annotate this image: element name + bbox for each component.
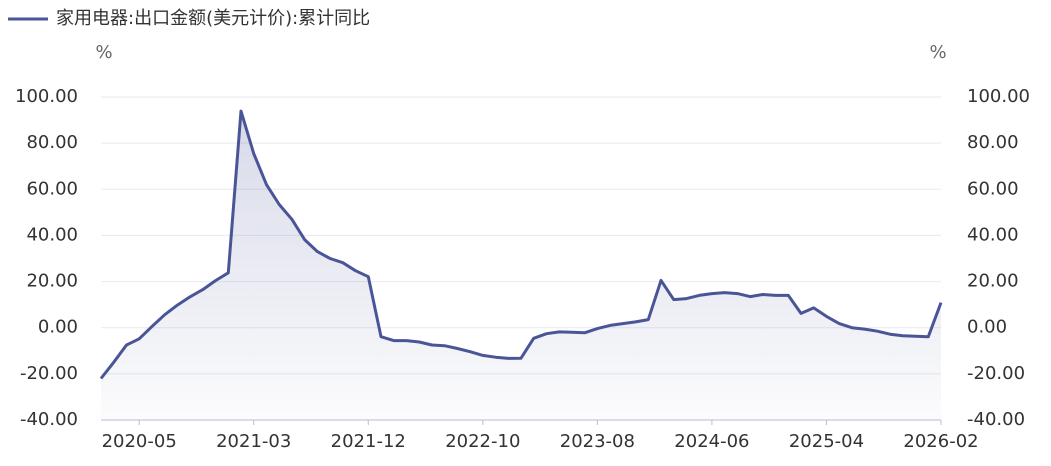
- x-tick-label: 2020-05: [102, 431, 177, 452]
- y2-tick-label: 0.00: [967, 317, 1007, 338]
- x-tick-label: 2022-10: [445, 431, 520, 452]
- y2-tick-label: 100.00: [967, 86, 1030, 107]
- x-tick-label: 2025-04: [789, 431, 864, 452]
- y2-tick-label: 20.00: [967, 271, 1019, 292]
- x-tick-label: 2026-02: [903, 431, 978, 452]
- y-tick-label: 40.00: [26, 224, 78, 245]
- x-tick-label: 2024-06: [674, 431, 749, 452]
- y2-tick-label: -20.00: [967, 363, 1025, 384]
- area: [101, 111, 941, 420]
- y-tick-label: 0.00: [38, 317, 78, 338]
- y2-tick-label: 40.00: [967, 224, 1019, 245]
- y-tick-label: -40.00: [20, 409, 78, 430]
- y-tick-label: 20.00: [26, 271, 78, 292]
- legend-label: 家用电器:出口金额(美元计价):累计同比: [56, 8, 370, 29]
- y2-tick-label: 80.00: [967, 132, 1019, 153]
- y2-tick-label: 60.00: [967, 178, 1019, 199]
- y-tick-label: 60.00: [26, 178, 78, 199]
- y-unit: %: [95, 42, 112, 63]
- x-tick-label: 2021-03: [216, 431, 291, 452]
- x-tick-label: 2023-08: [560, 431, 635, 452]
- y2-unit: %: [929, 42, 946, 63]
- y-tick-label: 100.00: [15, 86, 78, 107]
- x-tick-label: 2021-12: [331, 431, 406, 452]
- y2-tick-label: -40.00: [967, 409, 1025, 430]
- y-tick-label: 80.00: [26, 132, 78, 153]
- line: [99, 109, 943, 380]
- y-tick-label: -20.00: [20, 363, 78, 384]
